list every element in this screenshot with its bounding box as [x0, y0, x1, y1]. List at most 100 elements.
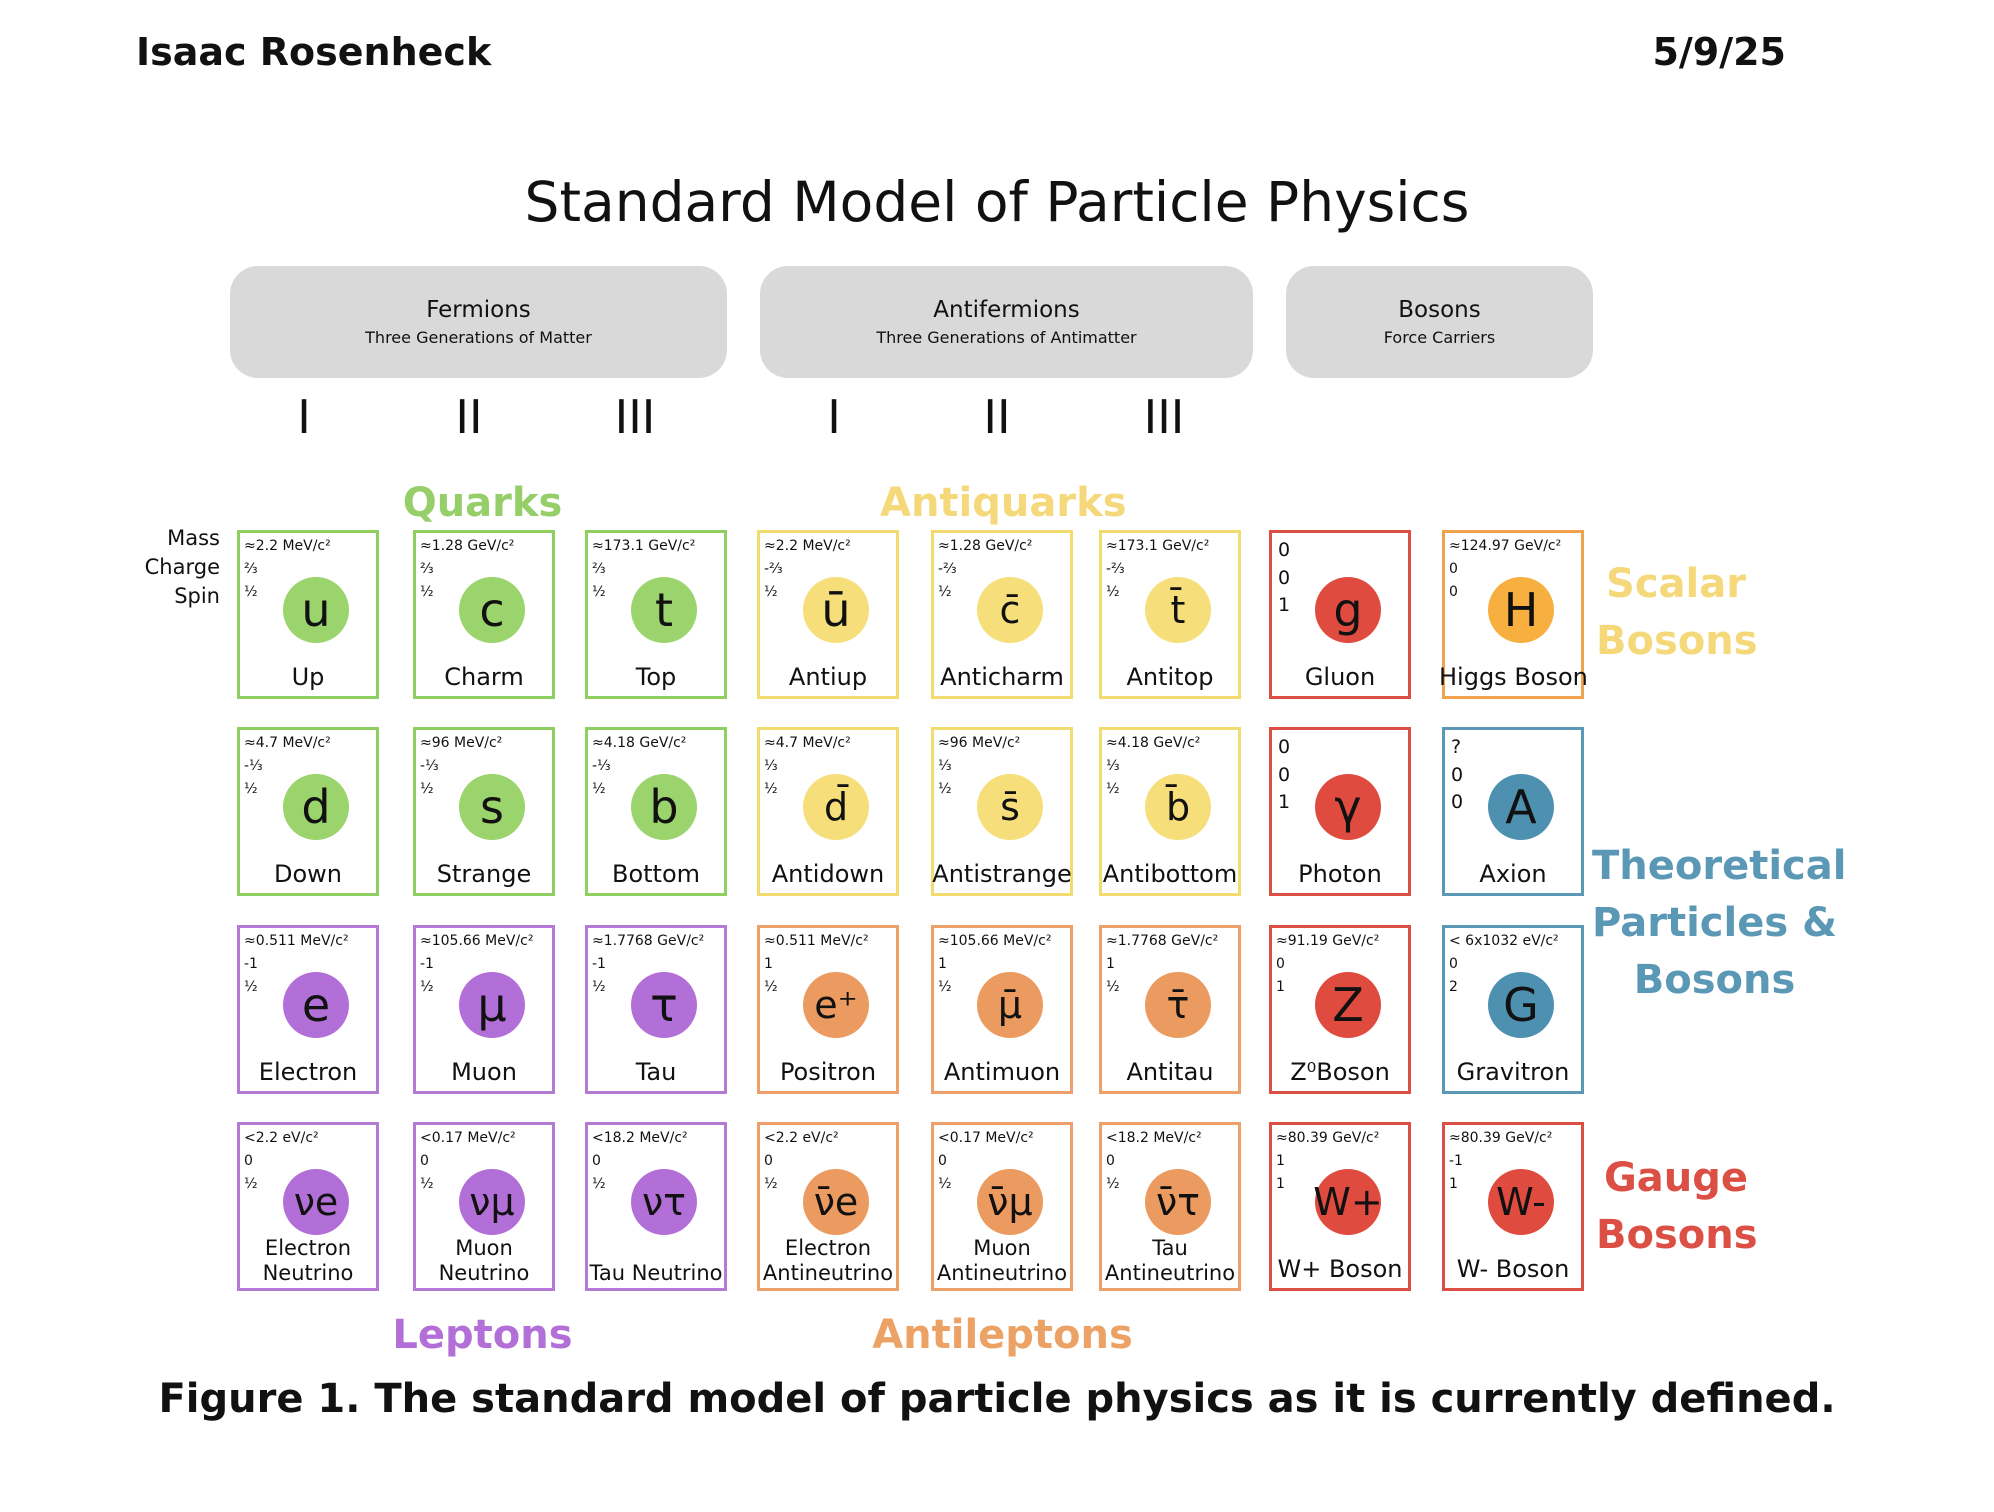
particle-card: ≈96 MeV/c² -⅓ ½ s Strange — [413, 727, 555, 896]
particle-symbol: b̄ — [1145, 774, 1211, 840]
particle-properties: ≈0.511 MeV/c² 1 ½ — [764, 930, 869, 999]
particle-properties: <2.2 eV/c² 0 ½ — [764, 1127, 839, 1196]
particle-charge: 0 — [1278, 763, 1291, 786]
particle-spin: ½ — [592, 1176, 606, 1193]
particle-spin: ½ — [764, 584, 778, 601]
particle-spin: 1 — [1276, 1176, 1285, 1193]
particle-symbol: μ̄ — [977, 972, 1043, 1038]
particle-spin: ½ — [938, 1176, 952, 1193]
particle-properties: 0 0 1 — [1278, 537, 1290, 620]
theoretical-label: Theoretical Particles & Bosons — [1592, 843, 1847, 1004]
particle-spin: ½ — [1106, 1176, 1120, 1193]
particle-symbol: μ — [459, 972, 525, 1038]
particle-spin: 1 — [1449, 1176, 1458, 1193]
group-subtitle: Three Generations of Matter — [365, 328, 592, 347]
particle-name: Muon — [451, 1058, 517, 1087]
particle-symbol: τ̄ — [1145, 972, 1211, 1038]
particle-spin: ½ — [592, 979, 606, 996]
particle-spin: ½ — [938, 979, 952, 996]
particle-name: Z⁰Boson — [1290, 1058, 1390, 1087]
particle-name: Antiup — [788, 663, 868, 692]
particle-mass: <0.17 MeV/c² — [938, 1130, 1034, 1146]
particle-properties: <0.17 MeV/c² 0 ½ — [938, 1127, 1034, 1196]
particle-mass: ≈91.19 GeV/c² — [1276, 933, 1380, 949]
row-label-spin: Spin — [174, 584, 220, 608]
particle-mass: <18.2 MeV/c² — [592, 1130, 688, 1146]
author-name: Isaac Rosenheck — [136, 30, 492, 74]
particle-symbol: W- — [1488, 1169, 1554, 1235]
particle-name: Antidown — [771, 860, 885, 889]
particle-name: Tau Neutrino — [589, 1260, 723, 1285]
particle-name: Axion — [1479, 860, 1547, 889]
group-antifermions: Antifermions Three Generations of Antima… — [760, 266, 1253, 378]
particle-charge: -⅔ — [938, 561, 957, 578]
particle-properties: ≈105.66 MeV/c² -1 ½ — [420, 930, 533, 999]
particle-charge: 0 — [1449, 561, 1458, 578]
particle-symbol: G — [1488, 972, 1554, 1038]
group-bosons: Bosons Force Carriers — [1286, 266, 1593, 378]
particle-spin: ½ — [764, 979, 778, 996]
particle-symbol: A — [1488, 774, 1554, 840]
particle-spin: ½ — [420, 781, 434, 798]
particle-mass: ≈96 MeV/c² — [420, 735, 503, 751]
particle-charge: -1 — [1449, 1153, 1463, 1170]
row-label-mass: Mass — [167, 526, 220, 550]
particle-spin: ½ — [420, 584, 434, 601]
particle-properties: ≈4.18 GeV/c² -⅓ ½ — [592, 732, 686, 801]
particle-properties: ≈1.28 GeV/c² ⅔ ½ — [420, 535, 514, 604]
particle-mass: 0 — [1278, 736, 1291, 758]
particle-card: ≈173.1 GeV/c² ⅔ ½ t Top — [585, 530, 727, 699]
particle-name: Charm — [444, 663, 524, 692]
particle-card: ≈4.7 MeV/c² -⅓ ½ d Down — [237, 727, 379, 896]
particle-spin: 1 — [1278, 594, 1291, 617]
particle-spin: 0 — [1449, 584, 1458, 601]
particle-card: ≈0.511 MeV/c² 1 ½ e⁺ Positron — [757, 925, 899, 1094]
particle-mass: ≈105.66 MeV/c² — [938, 933, 1052, 949]
particle-properties: 0 0 1 — [1278, 734, 1290, 817]
quarks-label: Quarks — [402, 480, 563, 526]
particle-properties: ≈91.19 GeV/c² 0 1 — [1276, 930, 1379, 999]
particle-symbol: ν̄e — [803, 1169, 869, 1235]
particle-mass: ≈96 MeV/c² — [938, 735, 1021, 751]
particle-properties: ≈96 MeV/c² ⅓ ½ — [938, 732, 1020, 801]
particle-name: Positron — [779, 1058, 877, 1087]
particle-charge: 0 — [592, 1153, 601, 1170]
particle-mass: ≈173.1 GeV/c² — [592, 538, 696, 554]
particle-properties: <0.17 MeV/c² 0 ½ — [420, 1127, 516, 1196]
particle-spin: ½ — [592, 781, 606, 798]
particle-name: Antitau — [1126, 1058, 1214, 1087]
particle-card: ≈124.97 GeV/c² 0 0 H Higgs Boson — [1439, 530, 1588, 699]
particle-symbol: c̄ — [977, 577, 1043, 643]
particle-symbol: s — [459, 774, 525, 840]
particle-charge: 0 — [1451, 763, 1464, 786]
antiquarks-label: Antiquarks — [880, 480, 1127, 526]
particle-properties: ≈1.7768 GeV/c² 1 ½ — [1106, 930, 1218, 999]
particle-name: Anticharm — [940, 663, 1064, 692]
particle-card: <18.2 MeV/c² 0 ½ ντ Tau Neutrino — [585, 1122, 727, 1291]
particle-card: ? 0 0 A Axion — [1442, 727, 1584, 896]
particle-spin: ½ — [1106, 979, 1120, 996]
particle-name: W- Boson — [1456, 1255, 1570, 1284]
particle-card: ≈1.28 GeV/c² ⅔ ½ c Charm — [413, 530, 555, 699]
particle-card: ≈4.7 MeV/c² ⅓ ½ d̄ Antidown — [757, 727, 899, 896]
particle-properties: ≈80.39 GeV/c² 1 1 — [1276, 1127, 1379, 1196]
particle-spin: 2 — [1449, 979, 1458, 996]
scalar-bosons-label: Scalar Bosons — [1596, 561, 1758, 665]
particle-name: Up — [291, 663, 325, 692]
gauge-bosons-label: Gauge Bosons — [1596, 1155, 1758, 1259]
particle-charge: 1 — [1106, 956, 1115, 973]
particle-symbol: d̄ — [803, 774, 869, 840]
particle-symbol: τ — [631, 972, 697, 1038]
particle-charge: 1 — [938, 956, 947, 973]
particle-spin: 0 — [1451, 791, 1464, 814]
particle-name: Gluon — [1304, 663, 1376, 692]
particle-mass: ≈1.7768 GeV/c² — [592, 933, 705, 949]
particle-charge: ⅔ — [592, 561, 606, 578]
particle-mass: ≈124.97 GeV/c² — [1449, 538, 1562, 554]
particle-mass: <0.17 MeV/c² — [420, 1130, 516, 1146]
particle-mass: <2.2 eV/c² — [764, 1130, 839, 1146]
particle-symbol: νe — [283, 1169, 349, 1235]
leptons-label: Leptons — [392, 1312, 573, 1358]
particle-card: 0 0 1 γ Photon — [1269, 727, 1411, 896]
particle-name: Antitop — [1126, 663, 1214, 692]
